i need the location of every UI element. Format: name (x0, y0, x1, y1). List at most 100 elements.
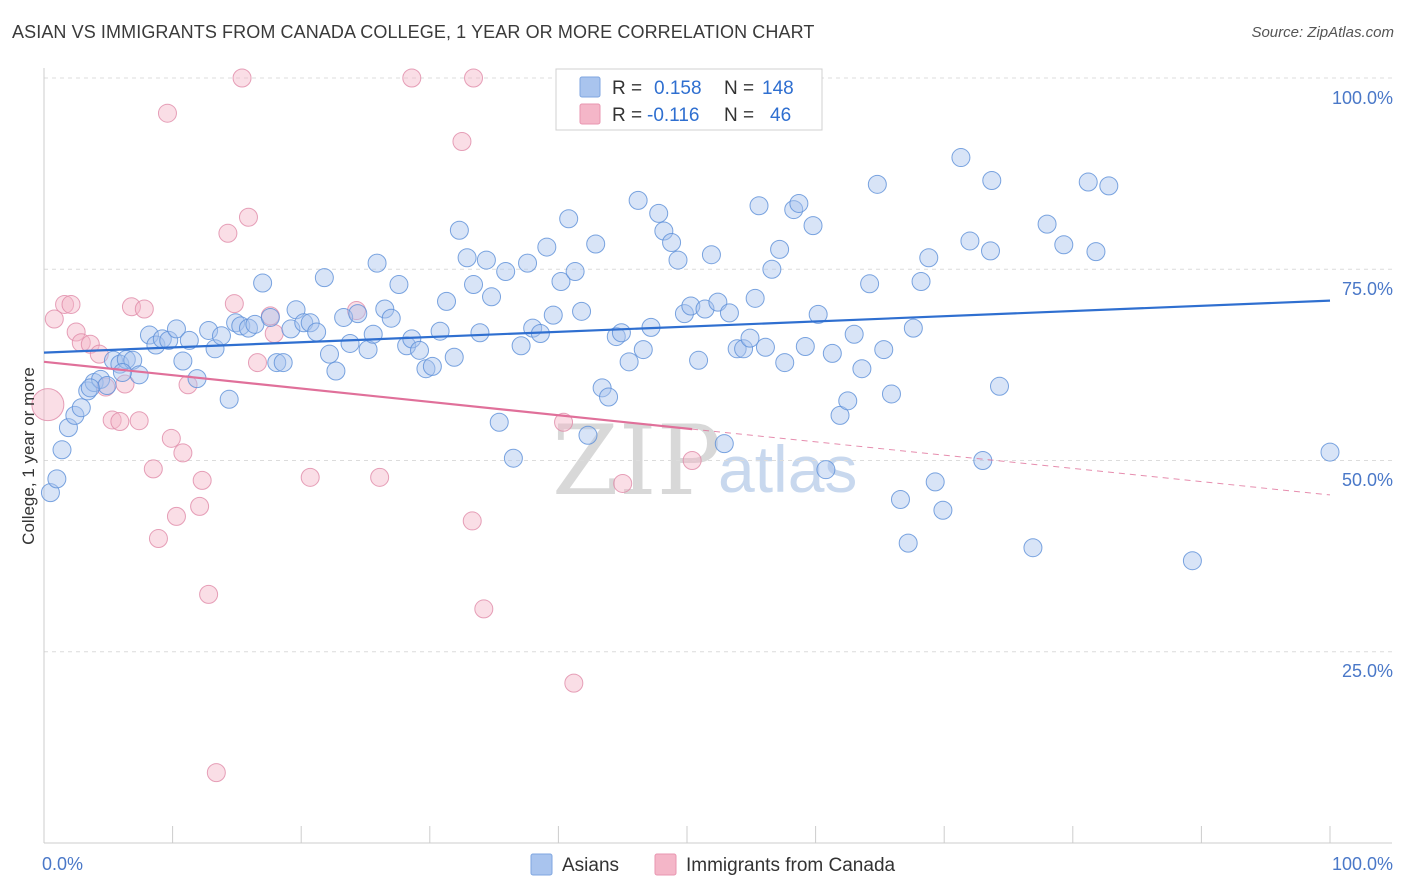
point-asians-58 (437, 291, 457, 311)
point-asians-112 (795, 337, 815, 357)
point-asians-61 (457, 248, 477, 268)
point-immigrants-33 (300, 467, 320, 487)
point-asians-26 (219, 389, 239, 409)
point-asians-108 (770, 239, 790, 259)
point-asians-54 (410, 340, 430, 360)
point-asians-82 (599, 387, 619, 407)
point-immigrants-1 (44, 309, 64, 329)
point-asians-20 (173, 351, 193, 371)
legend-r-label-asians: R = (612, 78, 642, 99)
point-asians-78 (572, 301, 592, 321)
point-asians-74 (543, 305, 563, 325)
point-asians-145 (1320, 442, 1340, 462)
bottom-legend-label-immigrants: Immigrants from Canada (686, 855, 896, 876)
y-axis-label: College, 1 year or more (19, 367, 38, 545)
point-asians-50 (381, 308, 401, 328)
point-immigrants-26 (218, 223, 238, 243)
legend-r-value-asians: 0.158 (654, 78, 702, 99)
y-tick-label-75: 75.0% (1342, 279, 1393, 299)
point-immigrants-35 (370, 467, 390, 487)
point-asians-101 (727, 339, 747, 359)
point-immigrants-29 (238, 207, 258, 227)
axes (43, 68, 1392, 844)
point-immigrants-3 (61, 294, 81, 314)
point-asians-49 (375, 299, 395, 319)
point-asians-89 (649, 203, 669, 223)
point-asians-86 (628, 190, 648, 210)
point-asians-43 (334, 307, 354, 327)
point-immigrants-9 (102, 410, 122, 430)
point-asians-2 (52, 440, 72, 460)
point-asians-146 (80, 378, 100, 398)
point-asians-114 (808, 304, 828, 324)
trend-lines (43, 299, 1331, 496)
point-immigrants-18 (161, 428, 181, 448)
point-immigrants-28 (232, 68, 252, 88)
point-asians-1 (47, 469, 67, 489)
y-tick-label-100: 100.0% (1332, 88, 1393, 108)
series-asians (40, 148, 1340, 571)
point-asians-132 (951, 148, 971, 168)
x-tick-label-0: 0.0% (42, 854, 83, 874)
point-asians-76 (559, 209, 579, 229)
point-asians-133 (960, 231, 980, 251)
point-asians-104 (745, 288, 765, 308)
point-asians-63 (470, 323, 490, 343)
point-asians-33 (267, 353, 287, 373)
point-immigrants-41 (554, 412, 574, 432)
point-asians-38 (300, 313, 320, 333)
point-asians-109 (775, 353, 795, 373)
point-immigrants-42 (564, 673, 584, 693)
point-immigrants-16 (148, 529, 168, 549)
point-immigrants-20 (173, 443, 193, 463)
point-asians-5 (71, 398, 91, 418)
point-asians-95 (689, 350, 709, 370)
point-immigrants-23 (192, 470, 212, 490)
point-asians-118 (838, 391, 858, 411)
trend-line-asians (43, 299, 1331, 354)
legend-n-value-immigrants: 46 (770, 105, 791, 126)
point-asians-21 (179, 330, 199, 350)
point-asians-32 (260, 307, 280, 327)
point-asians-31 (253, 273, 273, 293)
point-asians-129 (919, 248, 939, 268)
point-asians-85 (619, 352, 639, 372)
point-asians-73 (537, 237, 557, 257)
point-asians-147 (112, 363, 132, 383)
point-asians-3 (58, 418, 78, 438)
point-immigrants-22 (190, 496, 210, 516)
bottom-legend-swatch-immigrants (654, 853, 677, 876)
point-asians-124 (881, 384, 901, 404)
point-asians-107 (762, 259, 782, 279)
point-asians-115 (816, 460, 836, 480)
point-asians-42 (326, 361, 346, 381)
point-asians-91 (662, 232, 682, 252)
point-asians-144 (1182, 551, 1202, 571)
point-asians-14 (129, 365, 149, 385)
point-asians-77 (565, 262, 585, 282)
point-asians-97 (701, 245, 721, 265)
point-asians-119 (844, 324, 864, 344)
point-asians-18 (159, 330, 179, 350)
point-asians-120 (852, 359, 872, 379)
point-asians-130 (925, 472, 945, 492)
point-asians-140 (1054, 235, 1074, 255)
point-asians-65 (482, 287, 502, 307)
point-asians-69 (511, 336, 531, 356)
point-asians-39 (307, 322, 327, 342)
point-immigrants-27 (224, 294, 244, 314)
point-asians-122 (867, 174, 887, 194)
point-asians-34 (273, 353, 293, 373)
point-asians-68 (503, 448, 523, 468)
point-asians-28 (231, 316, 251, 336)
point-asians-126 (898, 533, 918, 553)
trend-line-immigrants (43, 360, 693, 431)
legend-swatch-immigrants (579, 103, 601, 125)
legend-r-label-immigrants: R = (612, 105, 642, 126)
point-immigrants-0 (31, 388, 65, 422)
point-immigrants-30 (247, 353, 267, 373)
point-asians-103 (740, 328, 760, 348)
point-asians-143 (1099, 176, 1119, 196)
point-asians-45 (348, 304, 368, 324)
point-asians-134 (973, 451, 993, 470)
